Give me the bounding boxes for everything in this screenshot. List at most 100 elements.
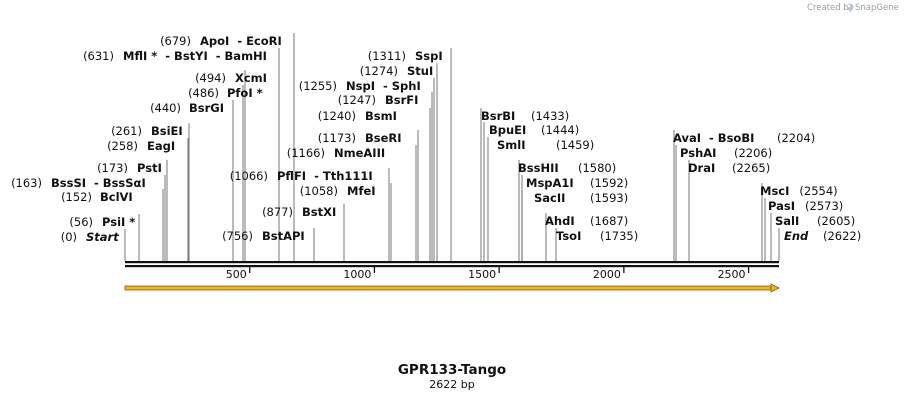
- site-enzyme-name: NmeAIII: [334, 146, 385, 160]
- site-enzyme-name: BsiEI: [151, 124, 183, 138]
- site-position: (56): [69, 215, 93, 229]
- site-position: (0): [61, 230, 77, 244]
- site-enzyme-name: BssHII: [518, 161, 559, 175]
- ruler-tick-label: 500: [226, 268, 247, 281]
- site-enzyme-name: EagI: [147, 139, 175, 153]
- site-enzyme-name: BstXI: [302, 205, 336, 219]
- site-enzyme-name: BsrBI: [481, 109, 515, 123]
- snapgene-brand: SnapGene: [855, 3, 899, 13]
- restriction-site: SspI (1311): [368, 49, 443, 63]
- restriction-site: End (2622): [784, 229, 861, 243]
- site-position: (2206): [734, 146, 772, 160]
- site-position: (1735): [600, 229, 638, 243]
- site-position: (173): [97, 161, 128, 175]
- feature-arrow-body: [124, 285, 772, 291]
- site-enzyme-name: MspA1I: [526, 176, 574, 190]
- site-position: (1592): [590, 176, 628, 190]
- restriction-site: BseRI (1173): [318, 131, 402, 145]
- site-position: (261): [111, 124, 142, 138]
- site-enzyme-name: AhdI: [545, 214, 575, 228]
- restriction-site: NmeAIII (1166): [287, 146, 385, 160]
- restriction-site: XcmI (494): [195, 71, 267, 85]
- site-enzyme-name: MflI * - BstYI - BamHI: [123, 49, 267, 63]
- restriction-site: MspA1I (1592): [526, 176, 628, 190]
- site-enzyme-name: MfeI: [347, 184, 376, 198]
- site-position: (1459): [556, 138, 594, 152]
- site-position: (1580): [578, 161, 616, 175]
- site-position: (258): [107, 139, 138, 153]
- restriction-site: ApoI - EcoRI (679): [160, 34, 282, 48]
- ruler-tick-label: 2000: [593, 268, 621, 281]
- site-enzyme-name: AvaI - BsoBI: [673, 131, 754, 145]
- created-by-text: Created by: [807, 3, 854, 13]
- restriction-site: SacII (1593): [534, 191, 628, 205]
- site-position: (1255): [299, 79, 337, 93]
- restriction-site: MscI (2554): [760, 184, 838, 198]
- restriction-site: PfoI * (486): [188, 86, 263, 100]
- site-position: (152): [61, 190, 92, 204]
- bp-ruler: 500 1000 1500 2000 2500: [226, 267, 750, 281]
- restriction-site: BsrGI (440): [150, 101, 224, 115]
- site-position: (1311): [368, 49, 406, 63]
- sequence-title: GPR133-Tango: [398, 362, 506, 378]
- site-position: (2204): [777, 131, 815, 145]
- restriction-site: SmlI (1459): [497, 138, 594, 152]
- site-position: (1240): [318, 109, 356, 123]
- site-enzyme-name: BseRI: [365, 131, 402, 145]
- restriction-site: BstAPI (756): [222, 229, 305, 243]
- restriction-site: SalI (2605): [775, 214, 855, 228]
- ruler-tick-label: 1500: [468, 268, 496, 281]
- site-enzyme-name: BsmI: [365, 109, 397, 123]
- site-enzyme-name: PsiI *: [102, 215, 135, 229]
- site-position: (163): [11, 176, 42, 190]
- restriction-site: BsrBI (1433): [481, 109, 569, 123]
- site-position: (1274): [360, 64, 398, 78]
- site-enzyme-name: BssSI - BssSαI: [51, 176, 146, 190]
- site-enzyme-name: TsoI: [556, 229, 581, 243]
- site-enzyme-name: XcmI: [235, 71, 267, 85]
- restriction-site: StuI (1274): [360, 64, 434, 78]
- site-position: (1058): [300, 184, 338, 198]
- site-enzyme-name: BpuEI: [489, 123, 526, 137]
- site-enzyme-name: Start: [86, 230, 119, 244]
- site-position: (494): [195, 71, 226, 85]
- backbone-strand-bottom: [125, 265, 779, 268]
- site-enzyme-name: PflFI - Tth111I: [277, 169, 373, 183]
- site-position: (1166): [287, 146, 325, 160]
- restriction-site: DraI (2265): [688, 161, 770, 175]
- restriction-site: NspI - SphI (1255): [299, 79, 421, 93]
- restriction-site: AhdI (1687): [545, 214, 628, 228]
- site-enzyme-name: MscI: [760, 184, 789, 198]
- dna-backbone: [125, 261, 779, 268]
- site-enzyme-name: StuI: [407, 64, 433, 78]
- site-enzyme-name: BstAPI: [262, 229, 305, 243]
- backbone-strand-top: [125, 261, 779, 264]
- site-enzyme-name: End: [784, 229, 809, 243]
- site-enzyme-name: PstI: [137, 161, 162, 175]
- ruler-tick-label: 2500: [718, 268, 746, 281]
- site-enzyme-name: PshAI: [680, 146, 716, 160]
- site-enzyme-name: BsrGI: [189, 101, 224, 115]
- site-enzyme-name: NspI - SphI: [346, 79, 421, 93]
- restriction-site: EagI (258): [107, 139, 175, 153]
- site-position: (631): [83, 49, 114, 63]
- site-position: (1433): [531, 109, 569, 123]
- snapgene-credit: Created by SnapGene: [807, 3, 899, 13]
- site-enzyme-name: SspI: [415, 49, 443, 63]
- site-labels: PsiI * (56)Start (0) BclVI (152)BssSI - BssS…: [11, 34, 861, 244]
- site-position: (679): [160, 34, 191, 48]
- feature-arrow-head-icon: [770, 283, 780, 293]
- site-position: (1687): [590, 214, 628, 228]
- site-position: (486): [188, 86, 219, 100]
- site-position: (877): [262, 205, 293, 219]
- ruler-tick-label: 1000: [343, 268, 371, 281]
- site-position: (756): [222, 229, 253, 243]
- site-position: (2573): [805, 199, 843, 213]
- site-enzyme-name: DraI: [688, 161, 715, 175]
- site-position: (1066): [230, 169, 268, 183]
- restriction-site: Start (0): [61, 230, 120, 244]
- site-enzyme-name: BsrFI: [385, 93, 418, 107]
- restriction-site: BsiEI (261): [111, 124, 183, 138]
- restriction-site: BstXI (877): [262, 205, 336, 219]
- restriction-site: PshAI (2206): [680, 146, 772, 160]
